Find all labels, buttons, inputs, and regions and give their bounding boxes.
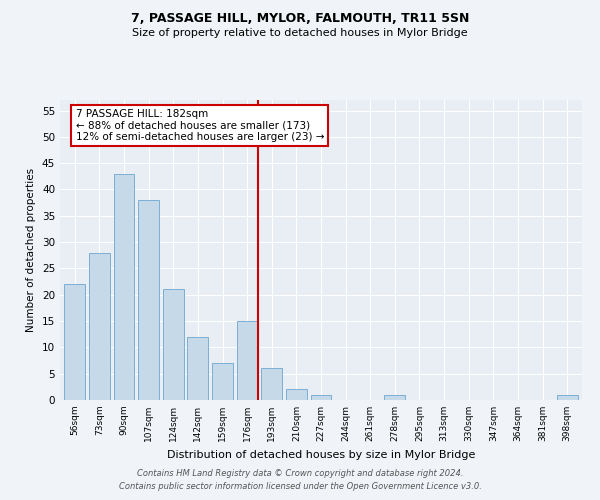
Bar [236, 321, 257, 400]
Y-axis label: Number of detached properties: Number of detached properties [26, 168, 37, 332]
Bar [163, 290, 184, 400]
Bar [113, 174, 134, 400]
Bar [212, 363, 233, 400]
Bar [286, 390, 307, 400]
Bar [261, 368, 282, 400]
Bar [311, 394, 331, 400]
Bar [64, 284, 85, 400]
Bar [187, 337, 208, 400]
Text: Contains HM Land Registry data © Crown copyright and database right 2024.: Contains HM Land Registry data © Crown c… [137, 468, 463, 477]
Bar [138, 200, 159, 400]
Bar [557, 394, 578, 400]
Bar [385, 394, 406, 400]
Text: 7 PASSAGE HILL: 182sqm
← 88% of detached houses are smaller (173)
12% of semi-de: 7 PASSAGE HILL: 182sqm ← 88% of detached… [76, 109, 324, 142]
Bar [89, 252, 110, 400]
X-axis label: Distribution of detached houses by size in Mylor Bridge: Distribution of detached houses by size … [167, 450, 475, 460]
Text: Size of property relative to detached houses in Mylor Bridge: Size of property relative to detached ho… [132, 28, 468, 38]
Text: Contains public sector information licensed under the Open Government Licence v3: Contains public sector information licen… [119, 482, 481, 491]
Text: 7, PASSAGE HILL, MYLOR, FALMOUTH, TR11 5SN: 7, PASSAGE HILL, MYLOR, FALMOUTH, TR11 5… [131, 12, 469, 26]
